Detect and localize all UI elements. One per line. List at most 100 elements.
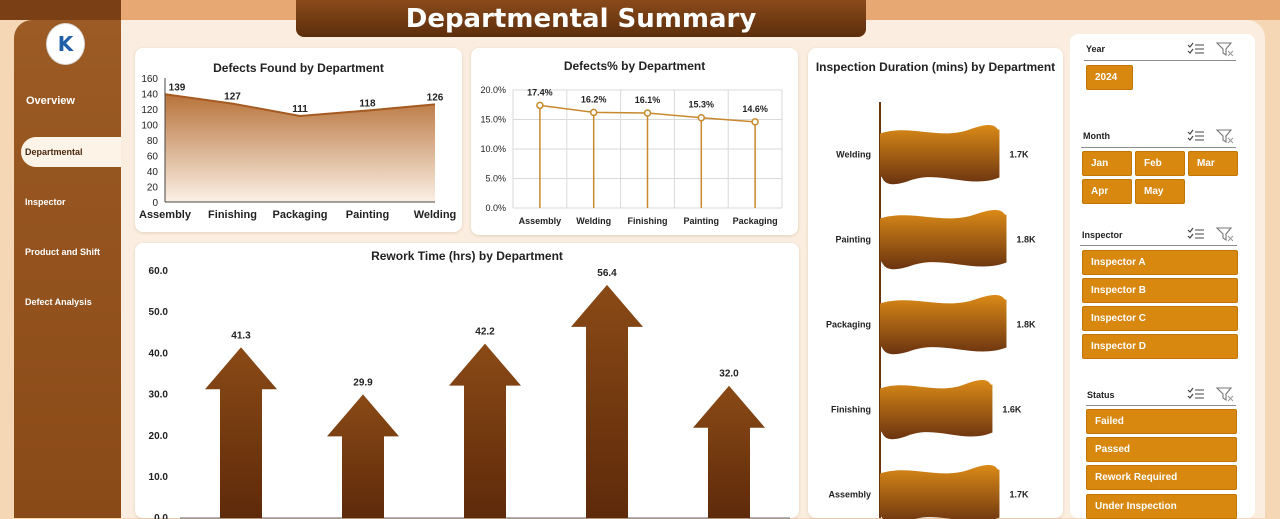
area-fill <box>165 94 435 202</box>
multi-select-icon[interactable] <box>1187 387 1205 401</box>
filter-option-month[interactable]: Mar <box>1188 151 1238 176</box>
y-tick-label: 80 <box>147 136 159 147</box>
filter-option-month[interactable]: Apr <box>1082 179 1132 204</box>
arrow-bar <box>449 343 521 518</box>
x-tick-label: Painting <box>346 209 389 221</box>
y-tick-label: 5.0% <box>485 174 506 184</box>
multi-select-icon[interactable] <box>1187 42 1205 56</box>
y-tick-label: 50.0 <box>149 307 169 318</box>
y-tick-label: 20 <box>147 183 159 194</box>
rework-time-card: Rework Time (hrs) by Department 60.0 50.0… <box>135 243 799 519</box>
chart-title: Rework Time (hrs) by Department <box>371 249 563 263</box>
filter-divider <box>1080 245 1237 246</box>
nav-departmental[interactable]: Departmental <box>21 137 121 167</box>
filter-heading-month: Month <box>1083 131 1110 141</box>
chart-title: Defects% by Department <box>563 59 706 73</box>
defects-found-chart: 160 140 120 100 80 60 40 20 0 139 Assembly 127 Finis… <box>139 74 457 221</box>
filter-option-inspector[interactable]: Inspector D <box>1082 334 1238 359</box>
page-title: Departmental Summary <box>296 0 866 37</box>
nav-defect-analysis[interactable]: Defect Analysis <box>25 297 92 307</box>
bar <box>880 125 1000 185</box>
x-tick-label: Welding <box>414 209 457 221</box>
bar <box>880 465 1000 519</box>
clear-filter-icon[interactable] <box>1215 387 1234 402</box>
category-label: Welding <box>836 150 871 160</box>
data-label: 17.4% <box>527 87 553 97</box>
filter-option-month[interactable]: May <box>1135 179 1185 204</box>
y-tick-label: 10.0% <box>480 144 506 154</box>
inspection-duration-card: Inspection Duration (mins) by Department… <box>808 48 1063 519</box>
y-tick-label: 15.0% <box>480 115 506 125</box>
x-tick-label: Packaging <box>733 216 778 226</box>
filter-divider <box>1086 405 1236 406</box>
data-label: 139 <box>169 82 186 93</box>
company-logo: K <box>46 23 85 65</box>
sidebar <box>14 20 121 518</box>
y-tick-label: 120 <box>141 105 158 116</box>
x-tick-label: Painting <box>684 216 720 226</box>
arrow-bar <box>205 347 277 518</box>
top-band-dark <box>0 0 121 20</box>
arrow-bar <box>693 385 765 518</box>
data-label: 118 <box>359 99 376 110</box>
nav-inspector[interactable]: Inspector <box>25 197 66 207</box>
clear-filter-icon[interactable] <box>1215 227 1234 242</box>
rework-time-chart: 60.0 50.0 40.0 30.0 20.0 10.0 0.0 41.3 29.9 42.2 5… <box>149 266 790 519</box>
clear-filter-icon[interactable] <box>1215 129 1234 144</box>
filter-option-status[interactable]: Under Inspection <box>1086 494 1237 519</box>
nav-product-and-shift[interactable]: Product and Shift <box>25 247 100 257</box>
filter-option-inspector[interactable]: Inspector A <box>1082 250 1238 275</box>
filter-option-year[interactable]: 2024 <box>1086 65 1133 90</box>
defects-percent-card: Defects% by Department 20.0% 15.0% 10.0% 5.… <box>471 48 798 235</box>
category-label: Packaging <box>826 320 871 330</box>
defects-found-card: Defects Found by Department 160 140 120 100… <box>135 48 462 232</box>
data-label: 1.6K <box>1002 405 1022 415</box>
y-tick-label: 160 <box>141 74 158 85</box>
filter-divider <box>1081 147 1236 148</box>
x-tick-label: Finishing <box>628 216 668 226</box>
filter-option-month[interactable]: Jan <box>1082 151 1132 176</box>
y-tick-label: 0 <box>152 198 158 209</box>
data-label: 1.8K <box>1016 320 1036 330</box>
data-label: 126 <box>427 92 444 103</box>
bar <box>880 210 1007 270</box>
data-label: 1.7K <box>1009 490 1029 500</box>
filter-option-month[interactable]: Feb <box>1135 151 1185 176</box>
y-tick-label: 60 <box>147 152 159 163</box>
filter-option-status[interactable]: Passed <box>1086 437 1237 462</box>
data-label: 15.3% <box>689 100 715 110</box>
data-label: 16.1% <box>635 95 661 105</box>
series-line <box>164 93 436 117</box>
chart-title: Inspection Duration (mins) by Department <box>815 60 1056 74</box>
filter-heading-inspector: Inspector <box>1082 230 1123 240</box>
data-label: 127 <box>224 92 241 103</box>
chart-title: Defects Found by Department <box>213 61 384 75</box>
inspection-duration-chart: Welding 1.7K Painting 1.8K Packaging 1.8K Fini… <box>826 102 1036 519</box>
clear-filter-icon[interactable] <box>1215 42 1234 57</box>
bar <box>880 295 1007 355</box>
category-label: Assembly <box>828 490 871 500</box>
filter-heading-year: Year <box>1086 44 1106 54</box>
data-label: 111 <box>292 104 308 115</box>
arrow-bar <box>571 284 643 518</box>
multi-select-icon[interactable] <box>1187 129 1205 143</box>
category-label: Finishing <box>831 405 871 415</box>
x-tick-label: Assembly <box>519 216 562 226</box>
nav-overview[interactable]: Overview <box>26 95 75 107</box>
arrow-bar <box>327 394 399 518</box>
data-label: 56.4 <box>597 268 617 279</box>
multi-select-icon[interactable] <box>1187 227 1205 241</box>
filter-option-status[interactable]: Failed <box>1086 409 1237 434</box>
x-tick-label: Assembly <box>139 209 192 221</box>
data-label: 42.2 <box>475 327 495 338</box>
data-label: 1.8K <box>1016 235 1036 245</box>
y-tick-label: 10.0 <box>149 472 169 483</box>
y-tick-label: 0.0 <box>154 513 168 519</box>
filter-option-status[interactable]: Rework Required <box>1086 465 1237 490</box>
filter-option-inspector[interactable]: Inspector C <box>1082 306 1238 331</box>
filter-option-inspector[interactable]: Inspector B <box>1082 278 1238 303</box>
data-label: 29.9 <box>353 377 373 388</box>
y-tick-label: 40 <box>147 167 159 178</box>
y-tick-label: 20.0 <box>149 431 169 442</box>
data-label: 32.0 <box>719 369 739 380</box>
